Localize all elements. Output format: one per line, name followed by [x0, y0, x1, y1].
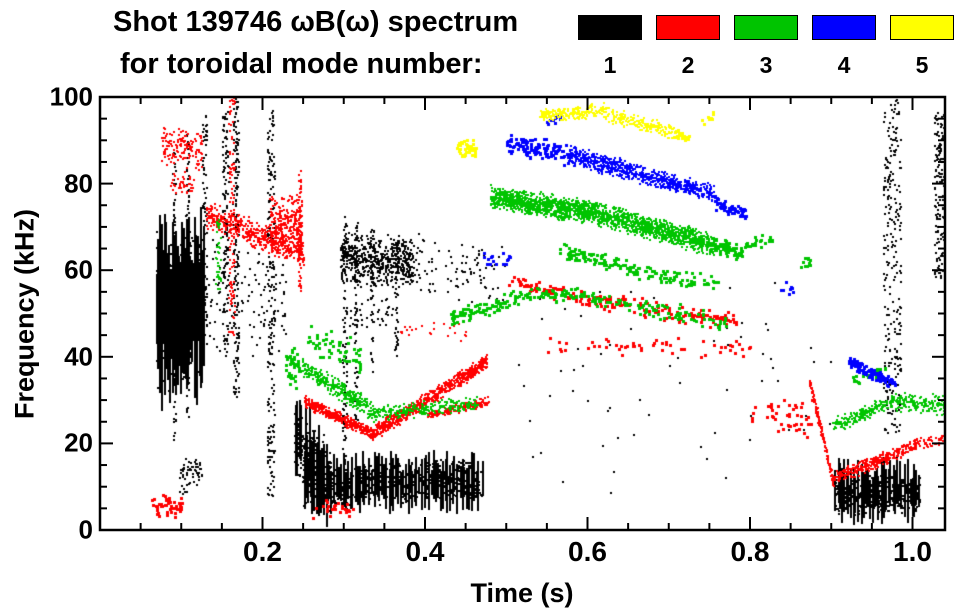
x-axis-title: Time (s): [470, 578, 574, 608]
legend-swatch-n1: [578, 15, 642, 40]
x-tick-label: 1.0: [893, 536, 932, 567]
y-tick-label: 20: [64, 427, 93, 458]
legend-swatch-n3: [734, 15, 798, 40]
legend-swatch-n2: [656, 15, 720, 40]
legend-swatch-n4: [812, 15, 876, 40]
legend-label-n4: 4: [837, 52, 851, 78]
legend-label-n2: 2: [681, 52, 695, 78]
legend-labels: 1 2 3 4 5: [578, 52, 954, 79]
x-tick-label: 0.6: [568, 536, 607, 567]
y-tick-label: 100: [49, 81, 93, 112]
spectrogram-canvas: [100, 97, 945, 530]
x-tick-label: 0.8: [730, 536, 770, 567]
y-tick-label: 80: [64, 168, 93, 199]
y-tick-label: 0: [78, 514, 93, 545]
chart-title: Shot 139746 ωB(ω) spectrum: [113, 6, 519, 38]
y-axis-title: Frequency (kHz): [9, 208, 40, 420]
legend-label-n1: 1: [603, 52, 617, 78]
legend-label-n3: 3: [759, 52, 773, 78]
legend: [578, 15, 954, 40]
x-tick-label: 0.2: [243, 536, 282, 567]
y-tick-label: 60: [64, 254, 93, 285]
chart-subtitle: for toroidal mode number:: [120, 48, 483, 80]
x-tick-label: 0.4: [405, 536, 445, 567]
legend-label-n5: 5: [915, 52, 929, 78]
legend-swatch-n5: [890, 15, 954, 40]
y-tick-label: 40: [64, 341, 93, 372]
